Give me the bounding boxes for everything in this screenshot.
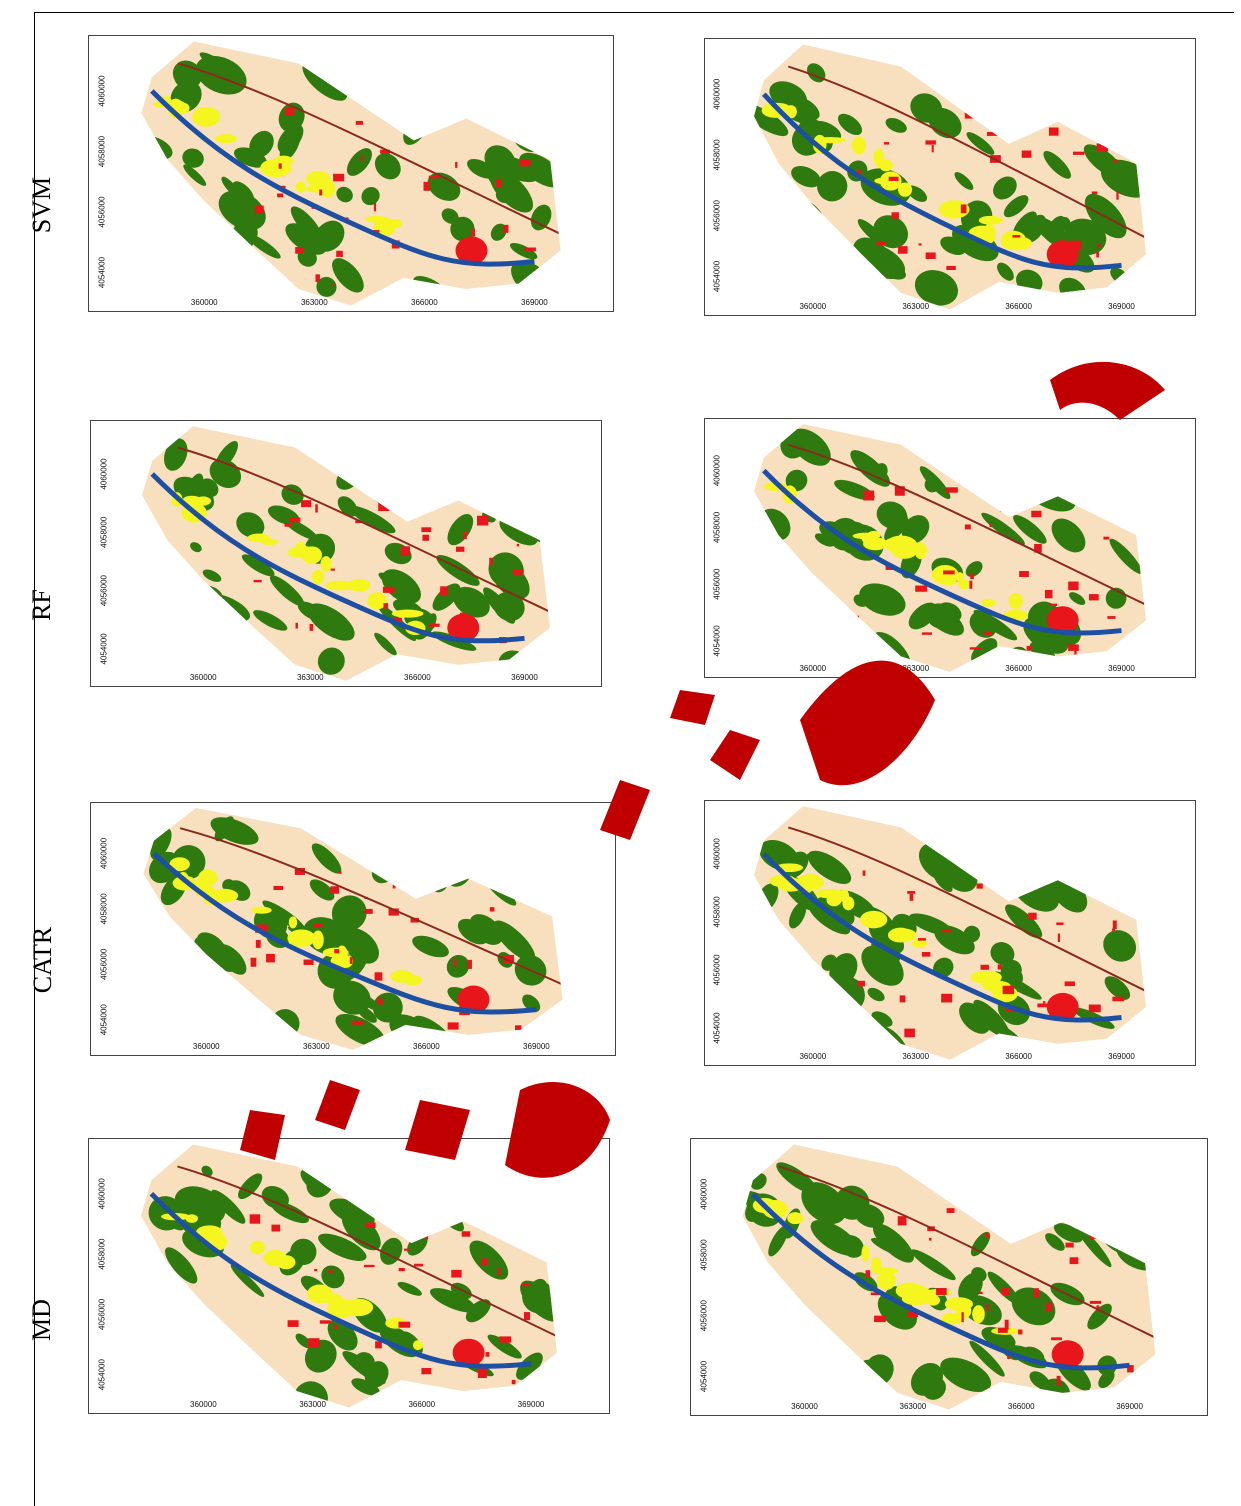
x-tick-label: 360000 <box>191 298 218 307</box>
map-canvas: 360000 363000 366000 369000 4060000 4058000 40… <box>699 1144 1156 1411</box>
x-tick-label: 369000 <box>521 298 548 307</box>
row-label-md: MD <box>27 1299 56 1341</box>
x-tick-label: 363000 <box>902 1052 929 1061</box>
row-label-rf: RF <box>27 589 56 621</box>
y-tick-label: 4060000 <box>713 454 722 486</box>
y-tick-label: 4058000 <box>699 1239 708 1271</box>
y-tick-label: 4054000 <box>98 1359 107 1391</box>
y-tick-label: 4054000 <box>713 625 722 657</box>
map-panel-md-right: 360000 363000 366000 369000 4060000 4058000 40… <box>690 1138 1208 1416</box>
x-tick-label: 363000 <box>902 302 929 311</box>
map-canvas: 360000 363000 366000 369000 4060000 4058000 40… <box>98 41 561 307</box>
y-tick-label: 4058000 <box>98 1238 107 1270</box>
study-area <box>141 1144 557 1408</box>
x-tick-label: 369000 <box>1108 664 1135 673</box>
y-tick-label: 4054000 <box>699 1360 708 1392</box>
x-tick-label: 369000 <box>511 673 538 682</box>
map-canvas: 360000 363000 366000 369000 4060000 4058000 40… <box>713 44 1146 311</box>
map-canvas: 360000 363000 366000 369000 4060000 4058000 40… <box>100 808 563 1051</box>
y-tick-label: 4054000 <box>98 256 107 288</box>
y-tick-label: 4054000 <box>713 260 722 292</box>
x-tick-label: 369000 <box>1108 1052 1135 1061</box>
y-tick-label: 4058000 <box>100 893 109 925</box>
x-tick-label: 366000 <box>1005 302 1032 311</box>
frame-top-line <box>34 12 1234 13</box>
x-tick-label: 363000 <box>301 298 328 307</box>
x-tick-label: 366000 <box>1008 1402 1035 1411</box>
y-tick-label: 4058000 <box>98 135 107 167</box>
x-tick-label: 366000 <box>411 298 438 307</box>
map-panel-svm-left: 360000 363000 366000 369000 4060000 4058000 40… <box>88 35 614 312</box>
x-tick-label: 360000 <box>799 302 826 311</box>
y-tick-label: 4058000 <box>713 511 722 543</box>
x-tick-label: 363000 <box>902 664 929 673</box>
y-tick-label: 4056000 <box>713 954 722 986</box>
map-panel-catr-left: 360000 363000 366000 369000 4060000 4058000 40… <box>90 802 616 1056</box>
x-tick-label: 360000 <box>799 664 826 673</box>
y-tick-label: 4060000 <box>713 838 722 870</box>
y-tick-label: 4054000 <box>100 1004 109 1036</box>
y-tick-label: 4060000 <box>98 75 107 107</box>
x-tick-label: 360000 <box>791 1402 818 1411</box>
y-tick-label: 4056000 <box>99 574 108 606</box>
x-tick-label: 360000 <box>190 1400 217 1409</box>
map-panel-md-left: 360000 363000 366000 369000 4060000 4058000 40… <box>88 1138 610 1414</box>
x-tick-label: 363000 <box>303 1042 330 1051</box>
row-label-catr: CATR <box>28 926 57 994</box>
x-tick-label: 369000 <box>1108 302 1135 311</box>
x-tick-label: 366000 <box>404 673 431 682</box>
x-tick-label: 366000 <box>408 1400 435 1409</box>
y-tick-label: 4056000 <box>98 1298 107 1330</box>
x-tick-label: 366000 <box>413 1042 440 1051</box>
y-tick-label: 4054000 <box>713 1012 722 1044</box>
x-tick-label: 363000 <box>299 1400 326 1409</box>
x-tick-label: 360000 <box>193 1042 220 1051</box>
x-tick-label: 363000 <box>297 673 324 682</box>
map-canvas: 360000 363000 366000 369000 4060000 4058000 40… <box>713 424 1146 673</box>
map-panel-rf-right: 360000 363000 366000 369000 4060000 4058000 40… <box>704 418 1196 678</box>
map-panel-catr-right: 360000 363000 366000 369000 4060000 4058000 40… <box>704 800 1196 1066</box>
y-tick-label: 4060000 <box>713 78 722 110</box>
y-tick-label: 4058000 <box>99 516 108 548</box>
y-tick-label: 4056000 <box>713 568 722 600</box>
y-tick-label: 4060000 <box>98 1178 107 1210</box>
row-label-svm: SVM <box>27 176 56 234</box>
map-canvas: 360000 363000 366000 369000 4060000 4058000 40… <box>98 1144 557 1409</box>
y-tick-label: 4056000 <box>98 196 107 228</box>
map-canvas: 360000 363000 366000 369000 4060000 4058000 40… <box>99 426 550 682</box>
x-tick-label: 360000 <box>190 673 217 682</box>
map-panel-rf-left: 360000 363000 366000 369000 4060000 4058000 40… <box>90 420 602 687</box>
y-tick-label: 4056000 <box>699 1300 708 1332</box>
study-area <box>754 44 1146 310</box>
y-tick-label: 4054000 <box>99 633 108 665</box>
y-tick-label: 4058000 <box>713 896 722 928</box>
x-tick-label: 360000 <box>799 1052 826 1061</box>
x-tick-label: 366000 <box>1005 664 1032 673</box>
y-tick-label: 4056000 <box>100 948 109 980</box>
x-tick-label: 363000 <box>900 1402 927 1411</box>
x-tick-label: 369000 <box>518 1400 545 1409</box>
y-tick-label: 4060000 <box>99 458 108 490</box>
y-tick-label: 4060000 <box>100 837 109 869</box>
y-tick-label: 4060000 <box>699 1178 708 1210</box>
y-tick-label: 4058000 <box>713 139 722 171</box>
y-tick-label: 4056000 <box>713 200 722 232</box>
map-panel-svm-right: 360000 363000 366000 369000 4060000 4058000 40… <box>704 38 1196 316</box>
x-tick-label: 366000 <box>1005 1052 1032 1061</box>
map-canvas: 360000 363000 366000 369000 4060000 4058000 40… <box>713 806 1146 1061</box>
x-tick-label: 369000 <box>1116 1402 1143 1411</box>
frame-left-line <box>34 12 35 1506</box>
x-tick-label: 369000 <box>523 1042 550 1051</box>
